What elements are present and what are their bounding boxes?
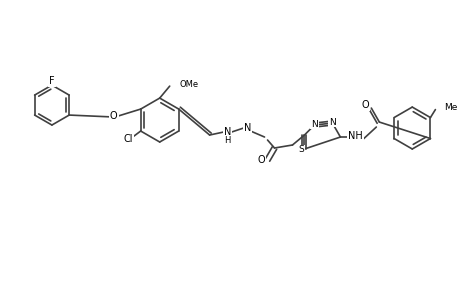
- Text: O: O: [361, 100, 369, 110]
- Text: OMe: OMe: [179, 80, 198, 88]
- Text: O: O: [257, 155, 265, 165]
- Text: Me: Me: [443, 103, 457, 112]
- Text: S: S: [298, 146, 304, 154]
- Text: F: F: [49, 76, 55, 86]
- Text: O: O: [110, 111, 118, 121]
- Text: NH: NH: [347, 131, 362, 141]
- Text: Cl: Cl: [123, 134, 133, 144]
- Text: N: N: [328, 118, 335, 127]
- Text: H: H: [224, 136, 230, 145]
- Text: N: N: [224, 127, 231, 137]
- Text: N: N: [243, 123, 251, 133]
- Text: N: N: [310, 119, 317, 128]
